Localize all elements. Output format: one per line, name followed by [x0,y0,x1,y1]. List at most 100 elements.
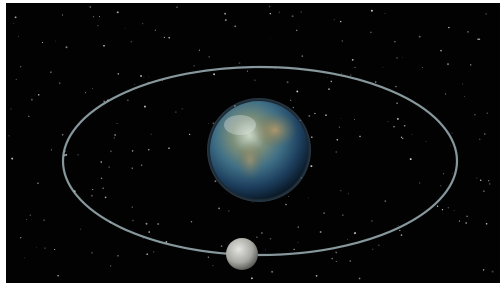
star [66,46,68,48]
star [372,249,373,250]
star [77,154,78,155]
star [314,113,315,114]
star [193,65,195,67]
star [221,245,223,247]
star [347,239,348,240]
star [310,165,312,167]
star [102,187,104,189]
star [45,248,46,249]
star [419,183,420,184]
star [342,40,343,41]
star [109,167,110,168]
star [30,215,31,216]
star [91,195,93,197]
star [37,182,39,184]
star [320,231,322,233]
star [270,238,272,240]
star [151,134,152,135]
star [234,25,236,27]
star [110,265,111,266]
star [55,41,56,42]
star [419,36,421,38]
star [247,71,248,72]
star [101,178,102,179]
star [371,10,373,12]
star [339,127,340,128]
star [176,6,177,7]
star [146,223,148,225]
star [199,50,200,51]
star [127,100,128,101]
star [316,275,318,277]
star [382,67,383,68]
star [404,125,406,127]
star [117,123,118,124]
star [440,185,441,186]
star [155,30,156,31]
star [426,141,427,142]
star [396,57,397,58]
star [212,265,213,266]
star [279,12,280,13]
star [470,64,472,66]
star [340,21,341,22]
star [51,149,52,150]
star [401,234,402,235]
star [65,154,67,156]
star [20,66,21,67]
star [213,122,215,124]
star [142,23,143,24]
star [18,36,19,37]
star [62,134,64,136]
star [85,92,86,93]
star [483,190,484,191]
star [479,39,480,40]
star [91,252,92,253]
star [298,226,299,227]
star [336,252,337,253]
star [256,236,258,238]
star [117,11,119,13]
star [20,237,21,238]
star [402,138,403,139]
star [148,231,150,233]
star [26,219,27,220]
star [31,99,33,101]
star [42,42,43,43]
star [80,229,81,230]
star [448,27,449,28]
star [355,67,356,68]
star [398,225,399,226]
star [437,206,438,207]
star [447,63,449,65]
star [465,222,467,224]
star [103,45,105,47]
star [118,73,119,74]
star [459,221,460,222]
star [454,210,455,211]
star [144,77,145,78]
star [467,31,468,32]
star [62,15,63,16]
star [54,249,55,250]
star [140,75,142,77]
star [308,115,310,117]
scene [0,0,504,287]
star [270,38,271,39]
star [342,214,344,216]
earth [207,98,311,202]
star [252,202,253,203]
star [370,32,371,33]
star [208,123,209,124]
star [448,207,449,208]
star [89,6,91,8]
star [486,223,488,225]
star [92,189,93,190]
star [412,134,413,135]
star [141,164,142,165]
star [484,133,486,135]
star [311,136,313,138]
star [331,258,332,259]
star [292,15,294,17]
star [301,12,302,13]
